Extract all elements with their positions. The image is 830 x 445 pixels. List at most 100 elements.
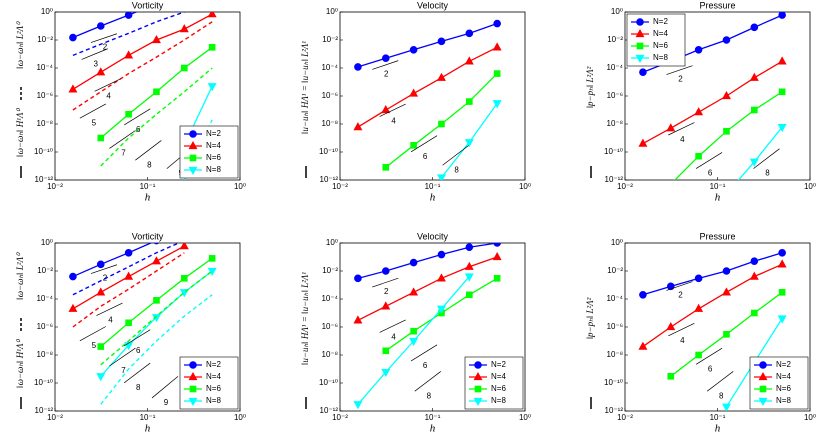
- marker: [409, 258, 418, 267]
- slope-label: 7: [121, 149, 126, 158]
- marker: [464, 56, 474, 65]
- y-tick-label: 10⁻²: [322, 266, 338, 275]
- marker: [749, 271, 759, 280]
- slope-label: 2: [103, 43, 108, 52]
- marker: [639, 68, 647, 77]
- slope-line: [666, 65, 693, 75]
- marker: [353, 122, 363, 131]
- panel: Pressure h 10⁻² 10⁻¹ 10⁰ 10⁻¹² 10⁻¹⁰ 10⁻⁸ 10⁻⁶ 10…: [585, 231, 816, 434]
- marker: [465, 243, 474, 252]
- slope-line: [668, 322, 695, 337]
- marker: [695, 152, 702, 160]
- slope-label: 5: [92, 118, 97, 127]
- legend-marker: [758, 372, 768, 381]
- legend-marker: [474, 385, 482, 393]
- legend-marker: [189, 154, 197, 162]
- y-axis-label-dashed: ‖ω−ωₕ‖ L²Λ⁰: [15, 21, 25, 69]
- y-tick-label: 10⁻¹⁰: [604, 147, 623, 156]
- dashed-line: [72, 12, 185, 57]
- series-line: [642, 252, 783, 296]
- marker: [750, 257, 759, 266]
- marker: [153, 88, 160, 96]
- legend-label: N=2: [653, 17, 668, 26]
- legend-label: N=4: [653, 29, 668, 38]
- series-line: [642, 60, 783, 145]
- marker: [381, 368, 391, 378]
- y-tick-label: 10⁻¹⁰: [34, 147, 53, 156]
- series-line: [357, 46, 498, 128]
- marker: [151, 256, 161, 265]
- slope-label: 6: [136, 346, 141, 355]
- x-tick-label: 10⁰: [234, 182, 246, 191]
- marker: [353, 315, 363, 324]
- legend-label: N=4: [776, 372, 791, 381]
- y-tick-label: 10⁰: [326, 238, 338, 247]
- y-tick-label: 10⁰: [326, 7, 338, 16]
- slope-line: [414, 371, 442, 392]
- legend-marker: [635, 54, 645, 63]
- y-tick-label: 10⁻¹²: [605, 406, 624, 415]
- legend-marker: [473, 372, 483, 381]
- slope-label: 2: [678, 75, 683, 84]
- legend-label: N=6: [491, 384, 506, 393]
- dashed-line: [100, 294, 213, 405]
- marker: [666, 322, 676, 331]
- plot-content: [353, 243, 502, 410]
- x-tick-label: 10⁰: [519, 413, 531, 422]
- slope-line: [124, 108, 151, 126]
- marker: [492, 100, 502, 109]
- y-tick-label: 10⁻¹²: [320, 175, 339, 184]
- legend-marker: [188, 372, 198, 381]
- legend-label: N=8: [206, 396, 221, 405]
- marker: [750, 23, 759, 32]
- y-axis-label: ‖ω−ωₕ‖ H¹Λ⁰: [15, 339, 25, 388]
- legend-marker: [189, 361, 197, 369]
- x-tick-label: 10⁻¹: [140, 413, 156, 422]
- x-axis-label: h: [430, 423, 436, 435]
- slope-label: 8: [136, 383, 141, 392]
- marker: [751, 106, 758, 114]
- marker: [124, 12, 133, 19]
- legend-label: N=6: [776, 384, 791, 393]
- marker: [778, 12, 786, 19]
- x-tick-label: 10⁻²: [47, 182, 63, 191]
- y-tick-label: 10⁻¹²: [35, 175, 54, 184]
- slope-label: 8: [454, 165, 459, 174]
- y-tick-label: 10⁰: [611, 7, 623, 16]
- slope-label: 2: [384, 70, 389, 79]
- series-line: [72, 243, 153, 278]
- marker: [96, 67, 106, 76]
- slope-line: [410, 135, 438, 153]
- x-axis-label: h: [145, 423, 151, 435]
- legend-label: N=4: [206, 372, 221, 381]
- slope-line: [706, 371, 734, 392]
- marker: [409, 287, 419, 296]
- y-tick-label: 10⁻⁸: [37, 119, 54, 128]
- y-tick-label: 10⁻⁴: [36, 294, 53, 303]
- marker: [354, 274, 362, 283]
- marker: [437, 37, 446, 46]
- slope-line: [81, 48, 108, 60]
- marker: [96, 22, 105, 30]
- marker: [68, 84, 78, 93]
- slope-line: [109, 347, 136, 367]
- y-tick-label: 10⁻⁸: [322, 119, 339, 128]
- slope-line: [442, 145, 469, 166]
- marker: [437, 250, 446, 259]
- marker: [410, 327, 417, 335]
- slope-line: [379, 319, 406, 333]
- slope-line: [379, 103, 406, 117]
- y-axis-label: ‖u−uₕ‖ HΛ¹ = ‖u−uₕ‖ L²Λ¹: [300, 272, 310, 365]
- marker: [493, 243, 501, 247]
- series-line: [357, 22, 498, 68]
- slope-label: 6: [136, 125, 141, 134]
- marker: [721, 287, 731, 296]
- marker: [666, 123, 676, 132]
- slope-line: [372, 277, 399, 288]
- y-tick-label: 10⁻¹²: [320, 406, 339, 415]
- slope-line: [79, 103, 107, 119]
- x-tick-label: 10⁻²: [617, 413, 633, 422]
- x-tick-label: 10⁻¹: [140, 182, 156, 191]
- y-tick-label: 10⁰: [611, 238, 623, 247]
